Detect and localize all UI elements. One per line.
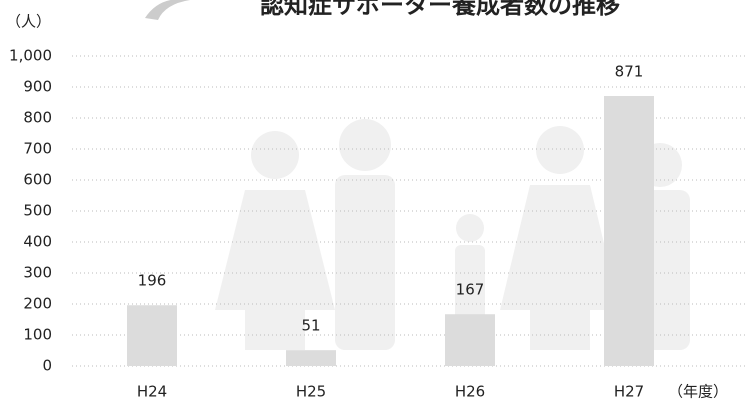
bar <box>286 350 336 366</box>
y-tick-label: 100 <box>23 326 52 344</box>
y-tick-label: 300 <box>23 264 52 282</box>
value-label: 871 <box>615 62 644 80</box>
y-tick-label: 0 <box>42 357 52 375</box>
chart-title: 認知症サポーター養成者数の推移 <box>260 0 620 19</box>
x-tick-label: H24 <box>137 383 167 401</box>
x-axis-label: （年度） <box>668 383 728 401</box>
chart: 認知症サポーター養成者数の推移 （人） （年度） 0 100 200 300 400 50… <box>0 0 750 408</box>
value-label: 51 <box>301 317 320 335</box>
bar <box>445 314 495 366</box>
y-tick-label: 500 <box>23 202 52 220</box>
y-tick-label: 800 <box>23 109 52 127</box>
y-tick-label: 400 <box>23 233 52 251</box>
value-label: 196 <box>138 272 167 290</box>
y-axis-label: （人） <box>6 13 51 31</box>
y-tick-label: 200 <box>23 295 52 313</box>
y-tick-label: 600 <box>23 171 52 189</box>
bar <box>604 96 654 366</box>
value-label: 167 <box>456 281 485 299</box>
title-icon <box>145 0 190 20</box>
y-tick-label: 1,000 <box>9 47 52 65</box>
x-tick-label: H27 <box>614 383 644 401</box>
bar <box>127 305 177 366</box>
x-tick-label: H25 <box>296 383 326 401</box>
y-tick-label: 700 <box>23 140 52 158</box>
x-tick-label: H26 <box>455 383 485 401</box>
y-tick-label: 900 <box>23 78 52 96</box>
